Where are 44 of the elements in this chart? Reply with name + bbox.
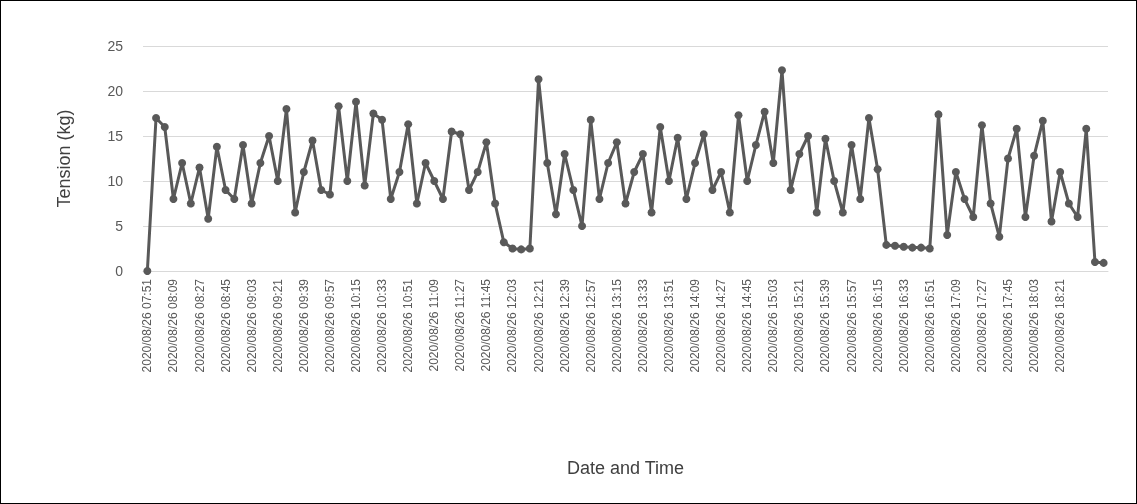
x-tick-label: 2020/08/26 11:27 bbox=[453, 278, 468, 372]
x-tick-label: 2020/08/26 16:33 bbox=[896, 278, 911, 373]
x-tick-label: 2020/08/26 17:45 bbox=[1001, 278, 1016, 373]
y-axis-title: Tension (kg) bbox=[54, 109, 74, 208]
x-tick-label: 2020/08/26 12:57 bbox=[583, 278, 598, 373]
x-tick-label: 2020/08/26 10:51 bbox=[401, 278, 416, 373]
x-tick-label: 2020/08/26 09:57 bbox=[322, 278, 337, 373]
x-tick-label: 2020/08/26 15:57 bbox=[844, 278, 859, 373]
x-tick-label: 2020/08/26 13:51 bbox=[661, 278, 676, 373]
x-tick-label: 2020/08/26 09:21 bbox=[270, 278, 285, 373]
y-tick-label: 10 bbox=[107, 173, 124, 189]
x-tick-label: 2020/08/26 12:39 bbox=[557, 278, 572, 373]
x-tick-label: 2020/08/26 11:45 bbox=[479, 278, 494, 372]
x-tick-label: 2020/08/26 10:15 bbox=[349, 278, 363, 373]
x-tick-label: 2020/08/26 12:21 bbox=[531, 278, 546, 373]
x-tick-label: 2020/08/26 14:27 bbox=[714, 278, 729, 373]
y-tick-label: 5 bbox=[115, 218, 124, 234]
y-tick-label: 0 bbox=[115, 263, 124, 279]
y-tick-label: 15 bbox=[107, 128, 124, 144]
x-tick-label: 2020/08/26 14:09 bbox=[688, 278, 703, 373]
x-tick-label: 2020/08/26 15:39 bbox=[818, 278, 833, 373]
x-tick-label: 2020/08/26 17:27 bbox=[974, 278, 989, 373]
x-axis-title: Date and Time bbox=[566, 458, 685, 478]
x-tick-label: 2020/08/26 15:03 bbox=[766, 278, 781, 373]
x-tick-label: 2020/08/26 18:03 bbox=[1027, 278, 1042, 373]
x-tick-label: 2020/08/26 16:51 bbox=[922, 278, 937, 373]
x-tick-label: 2020/08/26 07:51 bbox=[140, 278, 155, 373]
x-tick-label: 2020/08/26 16:15 bbox=[870, 278, 885, 373]
x-tick-label: 2020/08/26 08:45 bbox=[218, 278, 233, 373]
x-tick-label: 2020/08/26 15:21 bbox=[792, 278, 807, 373]
x-tick-label: 2020/08/26 14:45 bbox=[740, 278, 755, 373]
x-tick-label: 2020/08/26 08:09 bbox=[166, 278, 181, 373]
x-tick-label: 2020/08/26 12:03 bbox=[505, 278, 520, 373]
x-tick-label: 2020/08/26 08:27 bbox=[192, 278, 207, 373]
x-tick-label: 2020/08/26 11:09 bbox=[427, 278, 442, 372]
x-tick-label: 2020/08/26 09:03 bbox=[244, 278, 259, 373]
y-tick-label: 25 bbox=[107, 38, 124, 54]
x-tick-label: 2020/08/26 10:33 bbox=[375, 278, 390, 373]
y-tick-label: 20 bbox=[107, 83, 124, 99]
x-tick-label: 2020/08/26 13:15 bbox=[609, 278, 624, 373]
x-tick-label: 2020/08/26 13:33 bbox=[635, 278, 650, 373]
x-tick-label: 2020/08/26 17:09 bbox=[948, 278, 963, 373]
x-tick-label: 2020/08/26 09:39 bbox=[296, 278, 311, 373]
x-tick-label: 2020/08/26 18:21 bbox=[1053, 278, 1068, 373]
